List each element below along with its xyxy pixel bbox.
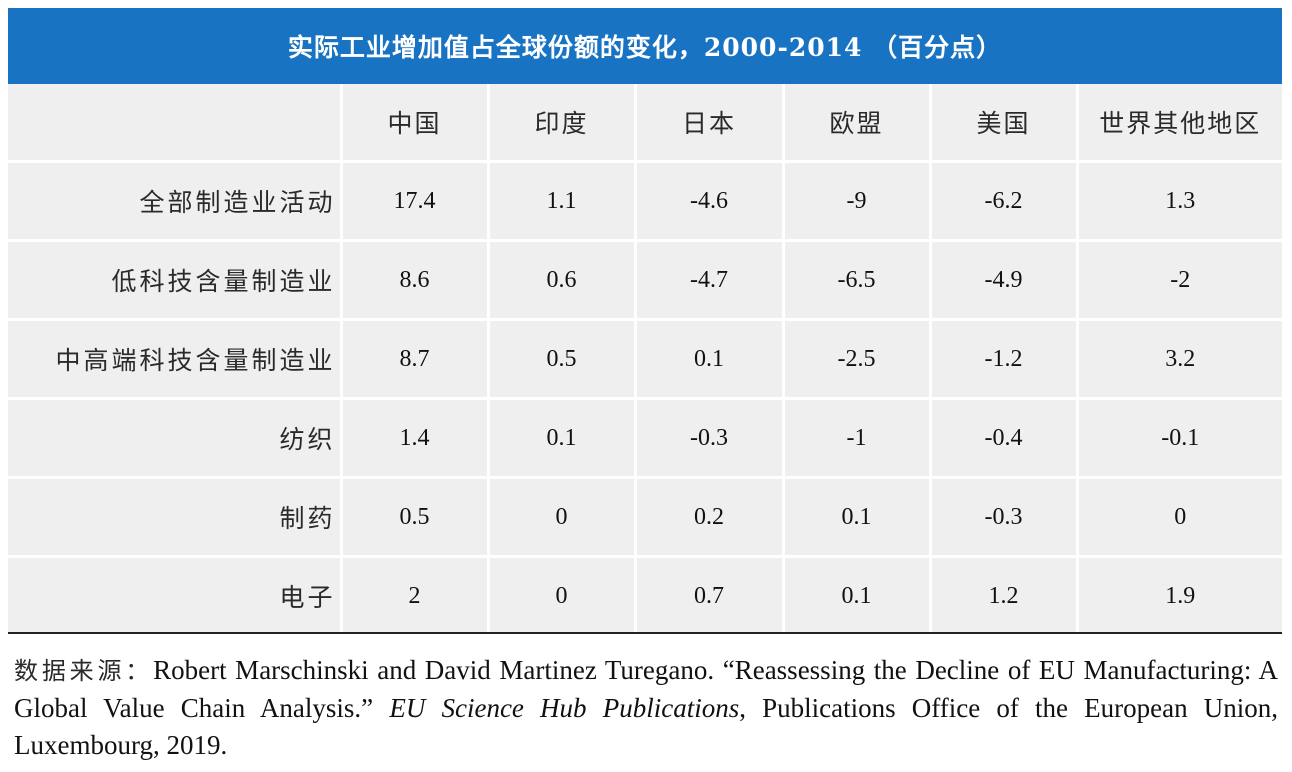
source-citation-text: Robert Marschinski and David Martinez Tu… — [14, 655, 1279, 723]
column-header-japan: 日本 — [633, 84, 785, 163]
table-cell: 0.7 — [633, 555, 785, 634]
table-cell: 1.9 — [1075, 555, 1282, 634]
table-cell: 17.4 — [339, 161, 490, 242]
table-cell: -2.5 — [781, 318, 932, 400]
table-cell: 0.1 — [781, 476, 932, 558]
table-cell: -0.3 — [633, 397, 785, 479]
table-cell: 0 — [486, 476, 637, 558]
bottom-rule — [8, 632, 1282, 634]
table-cell: -1 — [781, 397, 932, 479]
source-label: 数据来源： — [14, 657, 154, 685]
table-cell: -0.4 — [928, 397, 1079, 479]
source-publication: EU Science Hub Publications — [389, 693, 740, 723]
table-cell: -2 — [1075, 239, 1282, 321]
table-cell: 2 — [339, 555, 490, 634]
data-table-container: 中国 印度 日本 欧盟 美国 世界其他地区 全部制造业活动 17.4 1.1 -… — [8, 84, 1282, 634]
row-label: 纺织 — [8, 397, 343, 479]
header-row: 中国 印度 日本 欧盟 美国 世界其他地区 — [8, 84, 1282, 163]
column-header-usa: 美国 — [928, 84, 1079, 163]
table-cell: 0.6 — [486, 239, 637, 321]
row-label: 低科技含量制造业 — [8, 239, 343, 321]
table-cell: 0.2 — [633, 476, 785, 558]
table-cell: -0.3 — [928, 476, 1079, 558]
table-cell: 3.2 — [1075, 318, 1282, 400]
table-cell: 1.4 — [339, 397, 490, 479]
table-row: 电子 2 0 0.7 0.1 1.2 1.9 — [8, 555, 1282, 634]
table-row: 中高端科技含量制造业 8.7 0.5 0.1 -2.5 -1.2 3.2 — [8, 318, 1282, 400]
table-cell: 1.1 — [486, 161, 637, 242]
corner-cell — [8, 84, 343, 163]
row-label: 电子 — [8, 555, 343, 634]
data-table: 中国 印度 日本 欧盟 美国 世界其他地区 全部制造业活动 17.4 1.1 -… — [8, 84, 1282, 634]
table-cell: -4.9 — [928, 239, 1079, 321]
source-publisher-text: , Publications Office of the European Un… — [14, 693, 1278, 760]
table-cell: 1.3 — [1075, 161, 1282, 242]
table-cell: 0.1 — [633, 318, 785, 400]
table-cell: -6.5 — [781, 239, 932, 321]
table-cell: -4.7 — [633, 239, 785, 321]
table-cell: -1.2 — [928, 318, 1079, 400]
table-row: 全部制造业活动 17.4 1.1 -4.6 -9 -6.2 1.3 — [8, 161, 1282, 242]
table-cell: 0.5 — [486, 318, 637, 400]
table-cell: -0.1 — [1075, 397, 1282, 479]
table-cell: 0 — [1075, 476, 1282, 558]
table-cell: 0.5 — [339, 476, 490, 558]
column-header-eu: 欧盟 — [781, 84, 932, 163]
table-cell: 8.6 — [339, 239, 490, 321]
table-cell: 0 — [486, 555, 637, 634]
column-header-china: 中国 — [339, 84, 490, 163]
table-row: 低科技含量制造业 8.6 0.6 -4.7 -6.5 -4.9 -2 — [8, 239, 1282, 321]
source-note: 数据来源：Robert Marschinski and David Martin… — [14, 652, 1278, 764]
row-label: 全部制造业活动 — [8, 161, 343, 242]
table-cell: -9 — [781, 161, 932, 242]
table-cell: -6.2 — [928, 161, 1079, 242]
row-label: 制药 — [8, 476, 343, 558]
table-cell: 1.2 — [928, 555, 1079, 634]
table-row: 制药 0.5 0 0.2 0.1 -0.3 0 — [8, 476, 1282, 558]
table-cell: 0.1 — [486, 397, 637, 479]
column-header-india: 印度 — [486, 84, 637, 163]
table-cell: 8.7 — [339, 318, 490, 400]
table-cell: 0.1 — [781, 555, 932, 634]
row-label: 中高端科技含量制造业 — [8, 318, 343, 400]
table-title: 实际工业增加值占全球份额的变化，2000-2014 （百分点） — [8, 8, 1282, 84]
table-row: 纺织 1.4 0.1 -0.3 -1 -0.4 -0.1 — [8, 397, 1282, 479]
column-header-rest-of-world: 世界其他地区 — [1075, 84, 1282, 163]
table-cell: -4.6 — [633, 161, 785, 242]
